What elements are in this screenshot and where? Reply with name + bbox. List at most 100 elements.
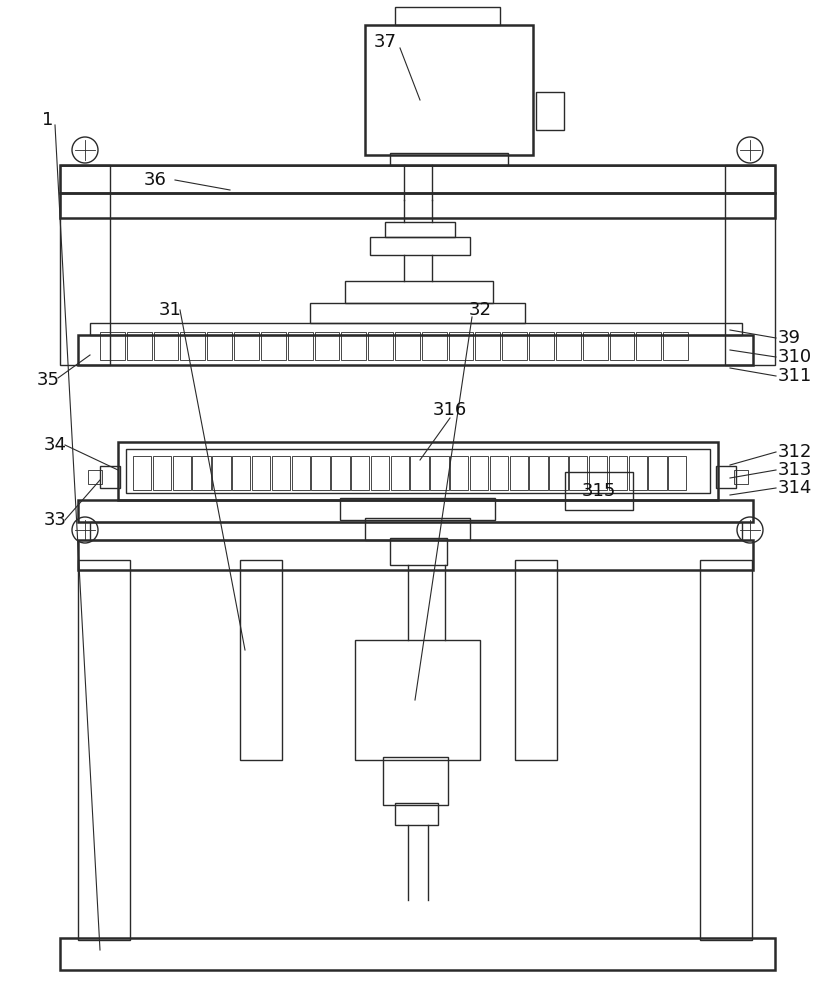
- Bar: [421, 332, 446, 360]
- Text: 312: 312: [778, 443, 812, 461]
- Bar: [556, 332, 581, 360]
- Bar: [172, 456, 191, 490]
- Bar: [589, 456, 607, 490]
- Bar: [411, 456, 429, 490]
- Text: 314: 314: [778, 479, 812, 497]
- Bar: [90, 323, 742, 335]
- Bar: [312, 456, 330, 490]
- Bar: [342, 332, 367, 360]
- Bar: [60, 938, 775, 970]
- Bar: [536, 92, 564, 130]
- Text: 313: 313: [778, 461, 812, 479]
- Bar: [272, 456, 290, 490]
- Bar: [716, 466, 736, 488]
- Bar: [126, 449, 710, 493]
- Text: 39: 39: [778, 329, 801, 347]
- Bar: [127, 332, 152, 360]
- Bar: [569, 456, 587, 490]
- Bar: [60, 165, 775, 193]
- Text: 33: 33: [43, 511, 67, 529]
- Bar: [365, 518, 470, 540]
- Bar: [207, 332, 232, 360]
- Bar: [100, 332, 125, 360]
- Bar: [609, 456, 627, 490]
- Bar: [371, 456, 389, 490]
- Bar: [565, 472, 633, 510]
- Bar: [351, 456, 369, 490]
- Bar: [390, 153, 508, 165]
- Bar: [449, 332, 473, 360]
- Bar: [450, 456, 468, 490]
- Bar: [60, 165, 110, 365]
- Bar: [368, 332, 393, 360]
- Text: 315: 315: [581, 482, 616, 500]
- Bar: [502, 332, 527, 360]
- Text: 32: 32: [468, 301, 491, 319]
- Bar: [390, 538, 447, 565]
- Bar: [725, 165, 775, 365]
- Bar: [395, 7, 500, 25]
- Bar: [395, 803, 438, 825]
- Bar: [78, 560, 130, 940]
- Bar: [530, 456, 548, 490]
- Bar: [100, 466, 120, 488]
- Text: 1: 1: [42, 111, 53, 129]
- Text: 35: 35: [37, 371, 59, 389]
- Bar: [431, 456, 449, 490]
- Bar: [287, 332, 312, 360]
- Bar: [153, 332, 178, 360]
- Text: 311: 311: [778, 367, 812, 385]
- Bar: [133, 456, 152, 490]
- Bar: [315, 332, 339, 360]
- Bar: [88, 470, 102, 484]
- Bar: [391, 456, 409, 490]
- Bar: [370, 237, 470, 255]
- Bar: [332, 456, 350, 490]
- Bar: [365, 25, 533, 155]
- Bar: [340, 498, 495, 520]
- Bar: [648, 456, 666, 490]
- Text: 316: 316: [433, 401, 467, 419]
- Bar: [355, 640, 480, 760]
- Bar: [78, 500, 753, 522]
- Bar: [476, 332, 501, 360]
- Bar: [261, 332, 286, 360]
- Bar: [234, 332, 259, 360]
- Text: 37: 37: [373, 33, 397, 51]
- Bar: [232, 456, 251, 490]
- Bar: [395, 332, 420, 360]
- Bar: [78, 540, 753, 570]
- Bar: [383, 757, 448, 805]
- Bar: [636, 332, 661, 360]
- Text: 310: 310: [778, 348, 812, 366]
- Bar: [192, 456, 211, 490]
- Bar: [515, 560, 557, 760]
- Bar: [60, 193, 775, 218]
- Bar: [663, 332, 688, 360]
- Bar: [118, 442, 718, 500]
- Bar: [240, 560, 282, 760]
- Bar: [345, 281, 493, 303]
- Bar: [734, 470, 748, 484]
- Text: 31: 31: [158, 301, 182, 319]
- Bar: [78, 335, 753, 365]
- Bar: [629, 456, 647, 490]
- Bar: [668, 456, 686, 490]
- Bar: [385, 222, 455, 237]
- Bar: [90, 522, 742, 540]
- Bar: [252, 456, 270, 490]
- Bar: [510, 456, 528, 490]
- Bar: [583, 332, 607, 360]
- Bar: [310, 303, 525, 323]
- Bar: [292, 456, 310, 490]
- Bar: [549, 456, 567, 490]
- Bar: [152, 456, 171, 490]
- Bar: [490, 456, 508, 490]
- Text: 34: 34: [43, 436, 67, 454]
- Bar: [212, 456, 231, 490]
- Bar: [700, 560, 752, 940]
- Bar: [529, 332, 554, 360]
- Bar: [181, 332, 205, 360]
- Bar: [470, 456, 488, 490]
- Text: 36: 36: [143, 171, 167, 189]
